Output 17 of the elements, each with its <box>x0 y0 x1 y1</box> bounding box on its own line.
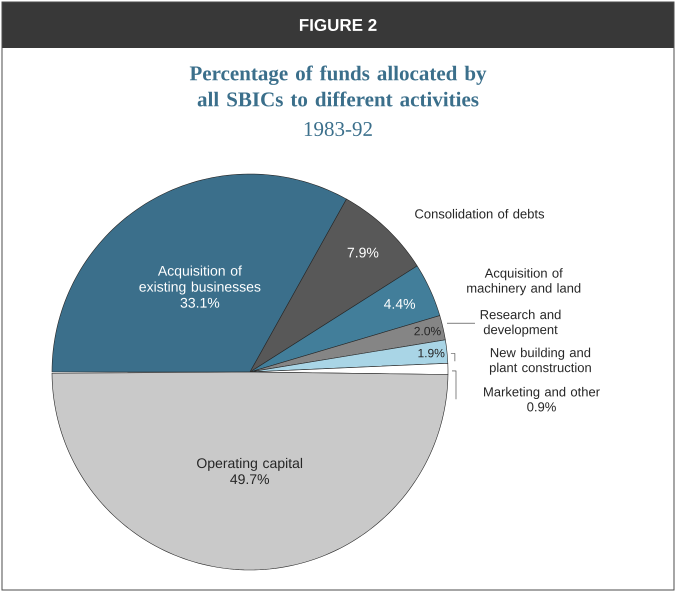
caption: FIGURE 2 <box>300 18 377 32</box>
slice-label: New building and plant construction <box>490 348 591 375</box>
data-label: 1.9% <box>418 348 444 358</box>
data-label: 33.1% <box>180 298 220 308</box>
data-label: 0.9% <box>527 402 556 412</box>
data-label: 4.4% <box>384 299 416 309</box>
slice-label: Acquisition of existing businesses <box>139 265 260 295</box>
chart-subtitle: 1983-92 <box>304 122 372 136</box>
slice-label: Consolidation of debts <box>415 208 544 218</box>
slice-label: Acquisition of machinery and land <box>467 268 580 296</box>
data-label: 49.7% <box>230 474 270 484</box>
legend-label: Marketing and other <box>484 386 600 400</box>
slice-label: Research and development <box>480 310 560 337</box>
chart-title: Percentage of funds allocated by all SBICs to different activities <box>190 66 486 106</box>
data-label: 2.0% <box>414 326 441 336</box>
slice-label: Operating capital <box>197 458 302 471</box>
data-label: 7.9% <box>348 248 378 258</box>
